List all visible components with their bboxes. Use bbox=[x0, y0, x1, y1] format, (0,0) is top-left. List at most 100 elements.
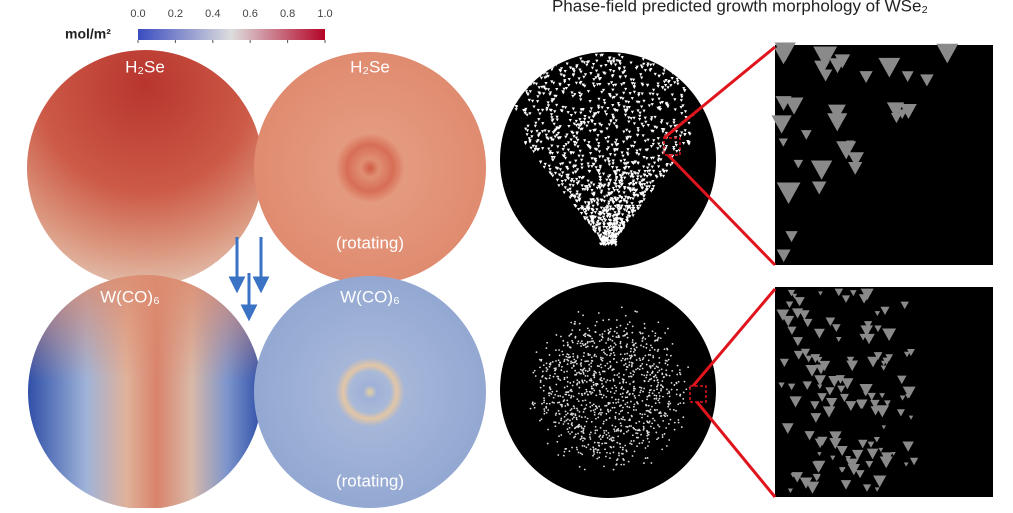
speckle bbox=[664, 59, 667, 62]
speckle bbox=[682, 416, 684, 418]
speckle bbox=[609, 361, 611, 363]
speckle bbox=[684, 381, 686, 383]
speckle bbox=[595, 383, 597, 385]
speckle bbox=[542, 58, 545, 61]
speckle bbox=[534, 62, 537, 65]
speckle bbox=[555, 367, 557, 369]
speckle bbox=[504, 66, 507, 69]
speckle bbox=[599, 334, 601, 336]
speckle bbox=[629, 406, 631, 408]
speckle bbox=[564, 416, 566, 418]
speckle bbox=[627, 337, 629, 339]
speckle bbox=[584, 380, 586, 382]
speckle bbox=[626, 431, 628, 433]
speckle bbox=[564, 387, 566, 389]
speckle bbox=[540, 387, 542, 389]
speckle bbox=[618, 335, 620, 337]
speckle bbox=[674, 429, 676, 431]
speckle bbox=[588, 364, 590, 366]
speckle bbox=[608, 402, 610, 404]
speckle bbox=[589, 406, 591, 408]
speckle bbox=[598, 445, 600, 447]
speckle bbox=[605, 434, 607, 436]
speckle bbox=[509, 91, 512, 94]
speckle bbox=[639, 358, 641, 360]
speckle bbox=[585, 343, 587, 345]
speckle bbox=[566, 57, 569, 60]
speckle bbox=[530, 74, 533, 77]
speckle bbox=[653, 58, 656, 61]
speckle bbox=[600, 357, 602, 359]
speckle bbox=[593, 409, 595, 411]
speckle bbox=[645, 447, 647, 449]
speckle bbox=[611, 369, 613, 371]
speckle bbox=[572, 385, 574, 387]
speckle bbox=[558, 410, 560, 412]
speckle bbox=[611, 397, 613, 399]
speckle bbox=[606, 363, 608, 365]
speckle bbox=[590, 410, 592, 412]
speckle bbox=[620, 431, 622, 433]
speckle bbox=[596, 383, 598, 385]
speckle bbox=[628, 376, 630, 378]
speckle bbox=[615, 387, 617, 389]
speckle bbox=[615, 402, 617, 404]
speckle bbox=[535, 375, 537, 377]
speckle bbox=[574, 407, 576, 409]
speckle bbox=[653, 390, 655, 392]
speckle bbox=[640, 345, 642, 347]
speckle bbox=[601, 367, 603, 369]
colorbar-tick-label: 0.6 bbox=[243, 8, 258, 20]
speckle bbox=[553, 402, 555, 404]
speckle bbox=[620, 422, 622, 424]
speckle bbox=[667, 393, 669, 395]
speckle bbox=[647, 457, 649, 459]
speckle bbox=[628, 461, 630, 463]
speckle bbox=[561, 351, 563, 353]
speckle bbox=[657, 382, 659, 384]
speckle bbox=[549, 354, 551, 356]
speckle bbox=[679, 402, 681, 404]
speckle bbox=[658, 412, 660, 414]
speckle bbox=[652, 392, 654, 394]
speckle bbox=[614, 407, 616, 409]
speckle bbox=[559, 413, 561, 415]
speckle bbox=[571, 425, 573, 427]
speckle bbox=[607, 339, 609, 341]
speckle bbox=[572, 353, 574, 355]
speckle bbox=[587, 394, 589, 396]
speckle bbox=[578, 393, 580, 395]
speckle bbox=[567, 428, 569, 430]
speckle bbox=[626, 392, 628, 394]
speckle bbox=[612, 407, 614, 409]
speckle bbox=[624, 403, 626, 405]
speckle bbox=[519, 69, 522, 72]
speckle bbox=[586, 391, 588, 393]
speckle bbox=[581, 427, 583, 429]
speckle bbox=[583, 373, 585, 375]
speckle bbox=[559, 379, 561, 381]
speckle bbox=[516, 78, 519, 81]
speckle bbox=[671, 389, 673, 391]
speckle bbox=[555, 360, 557, 362]
speckle bbox=[615, 344, 617, 346]
speckle bbox=[607, 410, 609, 412]
speckle bbox=[594, 414, 596, 416]
speckle bbox=[589, 341, 591, 343]
speckle bbox=[593, 451, 595, 453]
speckle bbox=[643, 388, 645, 390]
speckle bbox=[633, 390, 635, 392]
speckle bbox=[575, 433, 577, 435]
speckle bbox=[584, 335, 586, 337]
speckle bbox=[597, 442, 599, 444]
speckle bbox=[592, 345, 594, 347]
speckle bbox=[586, 360, 588, 362]
speckle bbox=[668, 439, 670, 441]
speckle bbox=[621, 386, 623, 388]
speckle bbox=[549, 392, 551, 394]
speckle bbox=[576, 398, 578, 400]
speckle bbox=[667, 328, 669, 330]
speckle bbox=[549, 388, 551, 390]
speckle bbox=[587, 341, 589, 343]
speckle bbox=[565, 414, 567, 416]
